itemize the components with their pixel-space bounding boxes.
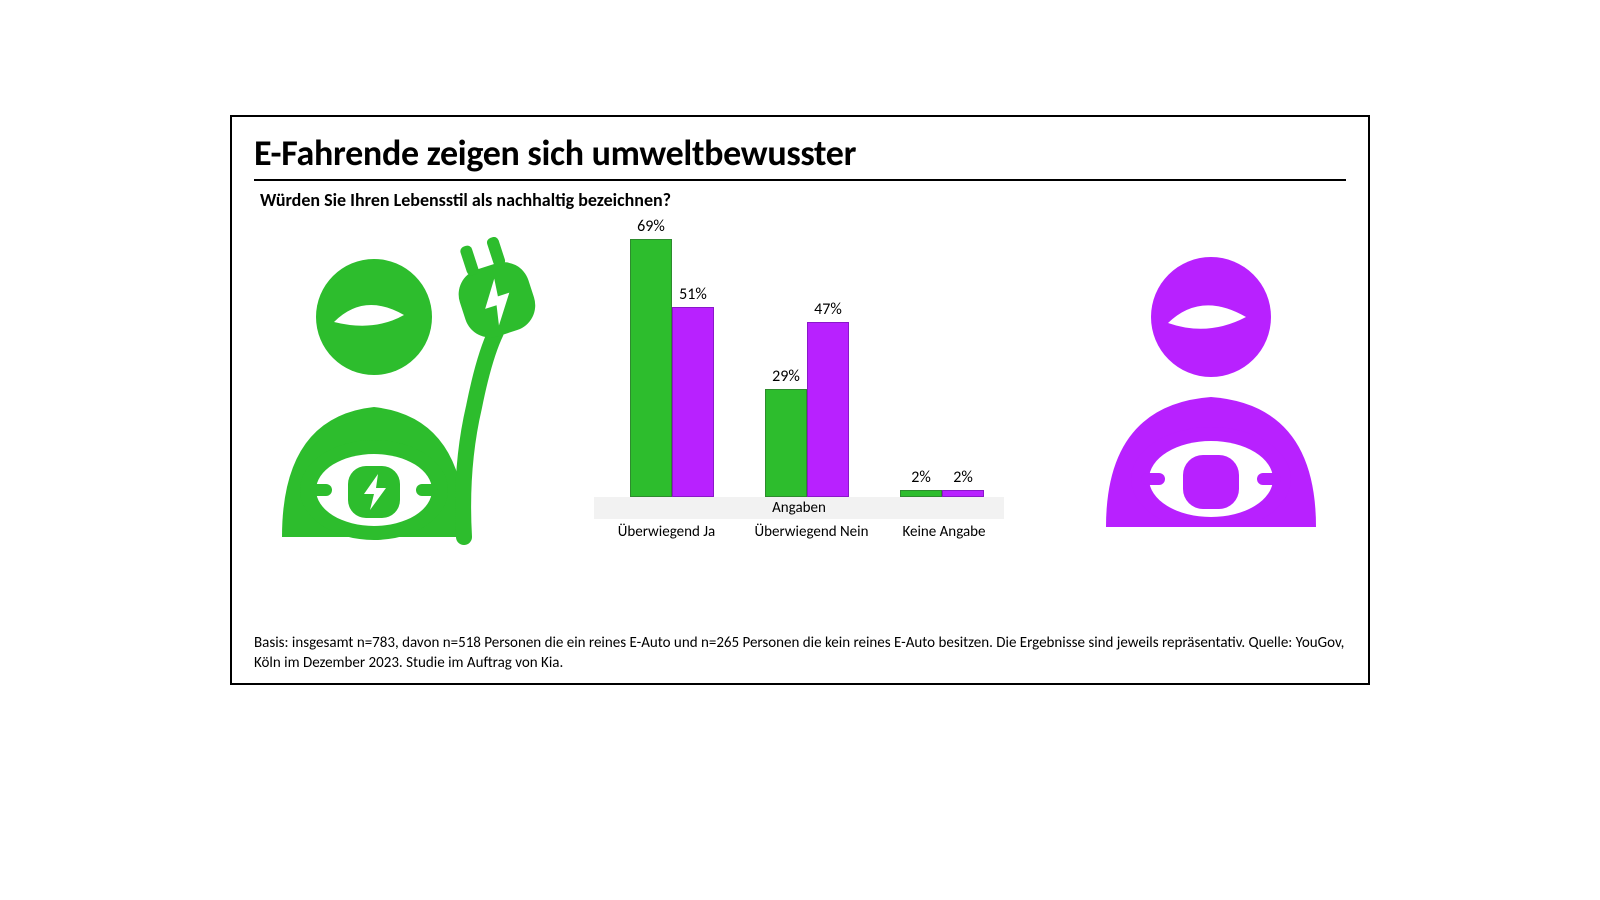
- bar: 29%: [765, 389, 807, 497]
- page-title: E-Fahrende zeigen sich umweltbewusster: [254, 131, 1346, 175]
- bar: 2%: [900, 490, 942, 497]
- driver-icon: [1086, 247, 1336, 532]
- bar: 69%: [630, 239, 672, 497]
- bar: 51%: [672, 307, 714, 497]
- bar-value-label: 29%: [772, 367, 800, 386]
- chart-category-label: Überwiegend Ja: [594, 519, 739, 541]
- infographic-panel: E-Fahrende zeigen sich umweltbewusster W…: [230, 115, 1370, 685]
- bar-value-label: 51%: [679, 285, 707, 304]
- chart-axis-title: Angaben: [594, 497, 1004, 519]
- title-rule: [254, 179, 1346, 181]
- chart-categories: Überwiegend JaÜberwiegend NeinKeine Anga…: [594, 519, 1004, 541]
- bar-chart: 69%51%29%47%2%2% Angaben Überwiegend JaÜ…: [594, 217, 1004, 541]
- bar-value-label: 69%: [637, 217, 665, 236]
- ev-driver-plug-icon: [264, 237, 564, 552]
- bar-value-label: 2%: [911, 468, 931, 487]
- chart-category-label: Überwiegend Nein: [739, 519, 884, 541]
- footnote: Basis: insgesamt n=783, davon n=518 Pers…: [254, 633, 1346, 674]
- bar-value-label: 2%: [953, 468, 973, 487]
- chart-plot: 69%51%29%47%2%2%: [594, 217, 1004, 497]
- chart-category-label: Keine Angabe: [884, 519, 1004, 541]
- bar: 47%: [807, 322, 849, 497]
- content-area: 69%51%29%47%2%2% Angaben Überwiegend JaÜ…: [254, 217, 1346, 577]
- bar-value-label: 47%: [814, 300, 842, 319]
- subtitle: Würden Sie Ihren Lebensstil als nachhalt…: [260, 189, 1346, 211]
- bar: 2%: [942, 490, 984, 497]
